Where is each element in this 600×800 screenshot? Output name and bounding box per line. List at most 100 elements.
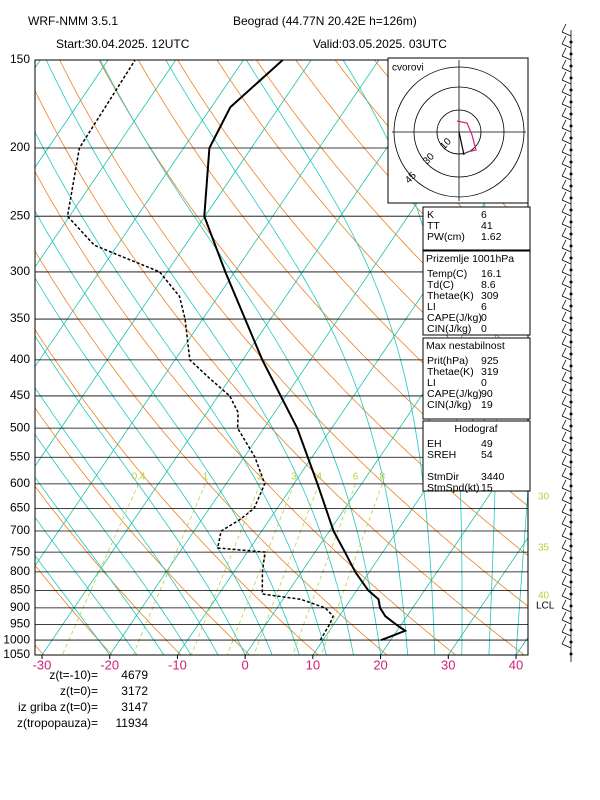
wind-barb-tick (561, 599, 567, 609)
right-label: LCL (536, 601, 555, 612)
wind-barb (561, 67, 572, 73)
barb-dot (569, 172, 573, 176)
wind-barb (561, 91, 572, 97)
y-tick-label: 600 (10, 476, 30, 490)
barb-dot (569, 520, 573, 524)
y-tick-label: 150 (10, 52, 30, 66)
barb-dot (569, 112, 573, 116)
panel-label: EH (427, 438, 442, 450)
hodo-arrow (458, 131, 465, 156)
barb-dot (569, 388, 573, 392)
wind-barb (561, 55, 572, 61)
wind-barb (561, 151, 572, 157)
barb-dot (569, 496, 573, 500)
wind-barb-tick (561, 575, 567, 585)
wind-barb-tick (561, 347, 567, 357)
wind-barb (561, 367, 572, 373)
panel-value: 6 (481, 301, 487, 313)
wind-barb (561, 535, 572, 541)
wind-barb (561, 211, 572, 217)
wind-barb-tick (561, 359, 567, 369)
wind-barb (561, 355, 572, 361)
panel-value: 15 (481, 482, 493, 494)
panel-box (422, 420, 531, 492)
barb-dot (569, 532, 573, 536)
barb-dot (569, 268, 573, 272)
barb-dot (569, 616, 573, 620)
panel-label: CAPE(J/kg) (427, 312, 482, 324)
panel-value: 0 (481, 377, 487, 389)
wind-barb (561, 235, 572, 241)
wind-barb-tick (561, 419, 567, 429)
panel-label: StmSpd(kt) (427, 482, 480, 494)
wind-barb-tick (561, 563, 567, 573)
panel-box (422, 206, 531, 251)
panel-label: CIN(J/kg) (427, 399, 471, 411)
wind-barb (561, 247, 572, 253)
right-label: 40 (538, 591, 550, 602)
footer-label: z(t=0)= (60, 684, 98, 698)
wind-barb-tick (561, 251, 567, 261)
y-tick-label: 650 (10, 501, 30, 515)
y-tick-label: 500 (10, 420, 30, 434)
hodo-title: cvorovi (392, 63, 424, 74)
panel-value: 49 (481, 438, 493, 450)
footer-label: iz griba z(t=0)= (18, 700, 98, 714)
wind-barb-tick (561, 551, 567, 561)
x-tick-label: -30 (33, 657, 52, 672)
wind-barb (561, 43, 572, 49)
panel-value: 16.1 (481, 268, 502, 280)
panel-label: SREH (427, 449, 456, 461)
info-panel: Max nestabilnost Prit(hPa) 925 Thetae(K) 319… (422, 337, 531, 420)
barb-dot (569, 220, 573, 224)
wind-barb (561, 271, 572, 277)
wind-barb-tick (561, 275, 567, 285)
wind-barb (561, 463, 572, 469)
mixing-ratio-label: 0.4 (132, 472, 146, 483)
barb-dot (569, 544, 573, 548)
panel-label: CIN(J/kg) (427, 323, 471, 335)
wind-barb (561, 571, 572, 577)
wind-barb (561, 451, 572, 457)
barb-dot (569, 400, 573, 404)
wind-barb-tick (561, 407, 567, 417)
model-title: WRF-NMM 3.5.1 (28, 14, 118, 28)
wind-barb-tick (561, 479, 567, 489)
barb-dot (569, 436, 573, 440)
mixing-ratio-label: 4 (316, 472, 322, 483)
wind-barb-tick (561, 203, 567, 213)
wind-barb (561, 559, 572, 565)
barb-dot (569, 352, 573, 356)
wind-barb-tick (561, 395, 567, 405)
wind-barb-tick (561, 383, 567, 393)
barb-dot (569, 256, 573, 260)
wind-barb-tick (561, 299, 567, 309)
wind-barb (561, 607, 572, 613)
barb-dot (569, 184, 573, 188)
y-tick-label: 300 (10, 264, 30, 278)
x-tick-label: -20 (100, 657, 119, 672)
wind-barb (561, 331, 572, 337)
barb-dot (569, 328, 573, 332)
panel-label: TT (427, 220, 440, 232)
panel-label: Thetae(K) (427, 290, 474, 302)
y-tick-label: 700 (10, 523, 30, 537)
barb-dot (569, 424, 573, 428)
wind-barb (561, 499, 572, 505)
wind-barb (561, 523, 572, 529)
info-panel: K 6 TT 41 PW(cm) 1.62 (422, 206, 531, 251)
barb-dot (569, 76, 573, 80)
barb-dot (569, 316, 573, 320)
barb-dot (569, 196, 573, 200)
footer-value: 3172 (121, 684, 148, 698)
wind-barb-tick (561, 23, 567, 33)
panel-label: Thetae(K) (427, 366, 474, 378)
panel-value: 8.6 (481, 279, 496, 291)
barb-dot (569, 592, 573, 596)
wind-barb-tick (561, 131, 567, 141)
wind-barb (561, 31, 572, 37)
wind-barb (561, 427, 572, 433)
barb-dot (569, 568, 573, 572)
barb-dot (569, 64, 573, 68)
wind-barb (561, 511, 572, 517)
